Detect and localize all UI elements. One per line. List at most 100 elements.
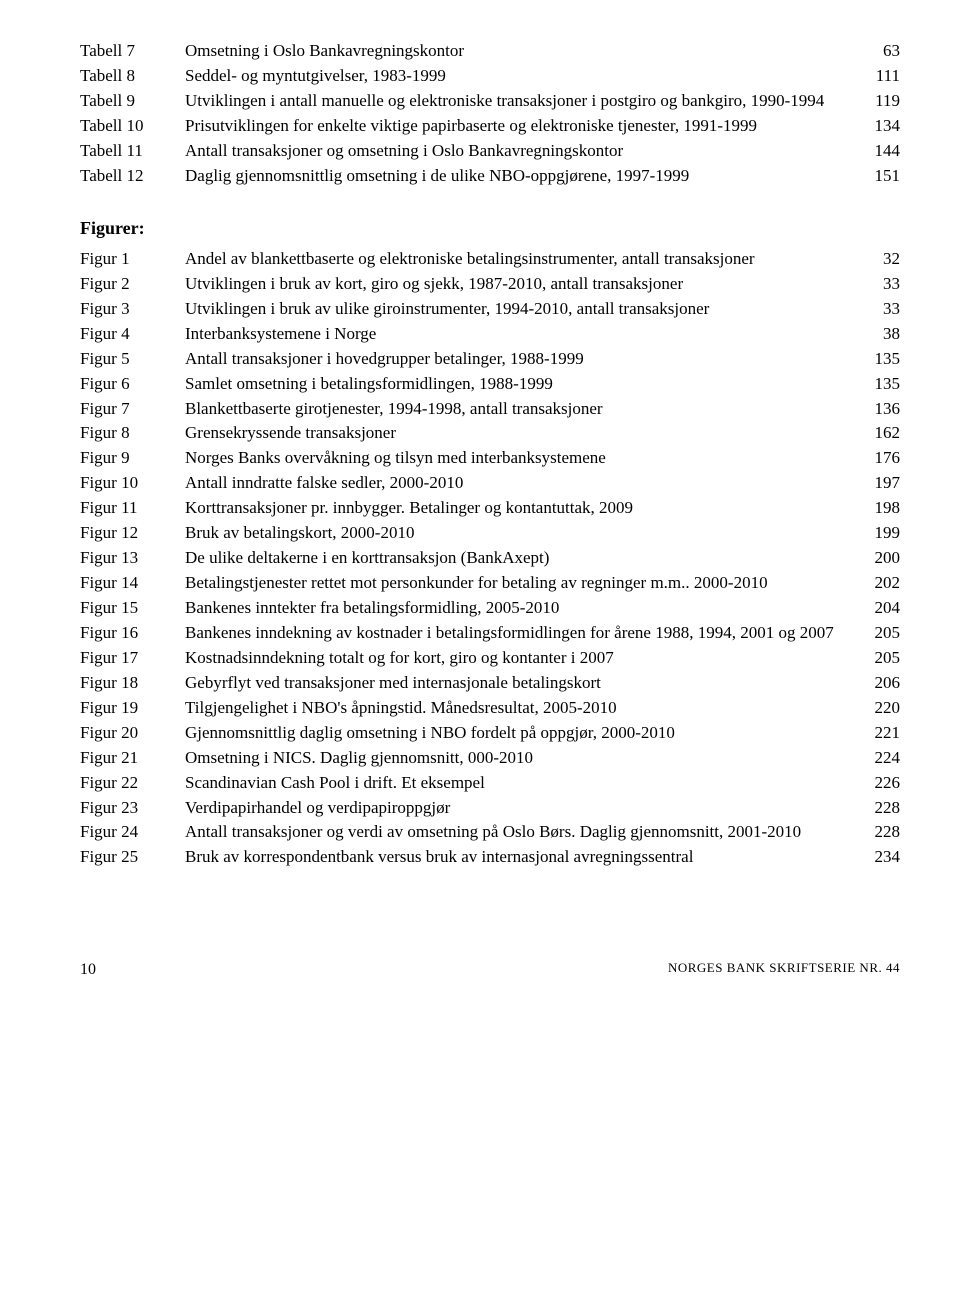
figur-entry: Figur 20Gjennomsnittlig daglig omsetning… xyxy=(80,722,900,745)
figur-page: 228 xyxy=(860,821,900,844)
figur-label: Figur 5 xyxy=(80,348,185,371)
figur-entry: Figur 13De ulike deltakerne i en korttra… xyxy=(80,547,900,570)
figur-page: 200 xyxy=(860,547,900,570)
figur-entry: Figur 16Bankenes inndekning av kostnader… xyxy=(80,622,900,645)
figur-page: 220 xyxy=(860,697,900,720)
figur-label: Figur 22 xyxy=(80,772,185,795)
figur-label: Figur 24 xyxy=(80,821,185,844)
figur-entry: Figur 8Grensekryssende transaksjoner162 xyxy=(80,422,900,445)
figur-page: 197 xyxy=(860,472,900,495)
figur-page: 38 xyxy=(860,323,900,346)
figur-entry: Figur 12Bruk av betalingskort, 2000-2010… xyxy=(80,522,900,545)
figur-entry: Figur 4Interbanksystemene i Norge38 xyxy=(80,323,900,346)
figur-label: Figur 7 xyxy=(80,398,185,421)
figur-page: 162 xyxy=(860,422,900,445)
figur-page: 204 xyxy=(860,597,900,620)
figur-label: Figur 23 xyxy=(80,797,185,820)
tabell-page: 134 xyxy=(860,115,900,138)
figurer-list: Figur 1Andel av blankettbaserte og elekt… xyxy=(80,248,900,869)
tabell-description: Daglig gjennomsnittlig omsetning i de ul… xyxy=(185,165,860,188)
tabell-description: Omsetning i Oslo Bankavregningskontor xyxy=(185,40,860,63)
figur-description: Andel av blankettbaserte og elektroniske… xyxy=(185,248,860,271)
figur-label: Figur 13 xyxy=(80,547,185,570)
figur-label: Figur 2 xyxy=(80,273,185,296)
figurer-heading: Figurer: xyxy=(80,216,900,240)
figur-page: 228 xyxy=(860,797,900,820)
figur-description: Tilgjengelighet i NBO's åpningstid. Måne… xyxy=(185,697,860,720)
figur-page: 234 xyxy=(860,846,900,869)
figur-page: 205 xyxy=(860,647,900,670)
figur-page: 221 xyxy=(860,722,900,745)
figur-description: Antall inndratte falske sedler, 2000-201… xyxy=(185,472,860,495)
figur-entry: Figur 2Utviklingen i bruk av kort, giro … xyxy=(80,273,900,296)
tabell-page: 111 xyxy=(860,65,900,88)
figur-description: Antall transaksjoner og verdi av omsetni… xyxy=(185,821,860,844)
figur-label: Figur 12 xyxy=(80,522,185,545)
tabell-entry: Tabell 12Daglig gjennomsnittlig omsetnin… xyxy=(80,165,900,188)
figur-label: Figur 9 xyxy=(80,447,185,470)
figur-description: Antall transaksjoner i hovedgrupper beta… xyxy=(185,348,860,371)
figur-description: Gebyrflyt ved transaksjoner med internas… xyxy=(185,672,860,695)
figur-description: Verdipapirhandel og verdipapiroppgjør xyxy=(185,797,860,820)
figur-description: Scandinavian Cash Pool i drift. Et eksem… xyxy=(185,772,860,795)
figur-label: Figur 10 xyxy=(80,472,185,495)
figur-label: Figur 20 xyxy=(80,722,185,745)
figur-description: Norges Banks overvåkning og tilsyn med i… xyxy=(185,447,860,470)
page-footer: 10 NORGES BANK SKRIFTSERIE NR. 44 xyxy=(80,959,900,981)
figur-description: De ulike deltakerne i en korttransaksjon… xyxy=(185,547,860,570)
figur-page: 226 xyxy=(860,772,900,795)
figur-entry: Figur 25Bruk av korrespondentbank versus… xyxy=(80,846,900,869)
figur-description: Betalingstjenester rettet mot personkund… xyxy=(185,572,860,595)
figur-page: 199 xyxy=(860,522,900,545)
figur-description: Blankettbaserte girotjenester, 1994-1998… xyxy=(185,398,860,421)
figur-page: 198 xyxy=(860,497,900,520)
tabell-page: 144 xyxy=(860,140,900,163)
figur-label: Figur 16 xyxy=(80,622,185,645)
figur-entry: Figur 10Antall inndratte falske sedler, … xyxy=(80,472,900,495)
figur-entry: Figur 11Korttransaksjoner pr. innbygger.… xyxy=(80,497,900,520)
figur-entry: Figur 3Utviklingen i bruk av ulike giroi… xyxy=(80,298,900,321)
tabell-description: Prisutviklingen for enkelte viktige papi… xyxy=(185,115,860,138)
tabell-label: Tabell 9 xyxy=(80,90,185,113)
tabeller-list: Tabell 7Omsetning i Oslo Bankavregningsk… xyxy=(80,40,900,188)
figur-entry: Figur 18Gebyrflyt ved transaksjoner med … xyxy=(80,672,900,695)
tabell-page: 63 xyxy=(860,40,900,63)
figur-page: 202 xyxy=(860,572,900,595)
figur-label: Figur 11 xyxy=(80,497,185,520)
figur-entry: Figur 17Kostnadsinndekning totalt og for… xyxy=(80,647,900,670)
tabell-entry: Tabell 9Utviklingen i antall manuelle og… xyxy=(80,90,900,113)
figur-label: Figur 3 xyxy=(80,298,185,321)
figur-page: 176 xyxy=(860,447,900,470)
tabell-label: Tabell 7 xyxy=(80,40,185,63)
tabell-entry: Tabell 10Prisutviklingen for enkelte vik… xyxy=(80,115,900,138)
figur-label: Figur 18 xyxy=(80,672,185,695)
figur-label: Figur 21 xyxy=(80,747,185,770)
figur-page: 205 xyxy=(860,622,900,645)
figur-label: Figur 25 xyxy=(80,846,185,869)
tabell-page: 151 xyxy=(860,165,900,188)
figur-entry: Figur 21Omsetning i NICS. Daglig gjennom… xyxy=(80,747,900,770)
figur-page: 135 xyxy=(860,348,900,371)
figur-page: 33 xyxy=(860,298,900,321)
figur-page: 135 xyxy=(860,373,900,396)
figur-description: Interbanksystemene i Norge xyxy=(185,323,860,346)
figur-page: 32 xyxy=(860,248,900,271)
tabell-description: Utviklingen i antall manuelle og elektro… xyxy=(185,90,860,113)
tabell-label: Tabell 11 xyxy=(80,140,185,163)
page-number: 10 xyxy=(80,959,96,981)
figur-label: Figur 17 xyxy=(80,647,185,670)
figur-entry: Figur 24Antall transaksjoner og verdi av… xyxy=(80,821,900,844)
figur-entry: Figur 6Samlet omsetning i betalingsformi… xyxy=(80,373,900,396)
figur-description: Bruk av korrespondentbank versus bruk av… xyxy=(185,846,860,869)
figur-entry: Figur 23Verdipapirhandel og verdipapirop… xyxy=(80,797,900,820)
tabell-entry: Tabell 7Omsetning i Oslo Bankavregningsk… xyxy=(80,40,900,63)
figur-page: 136 xyxy=(860,398,900,421)
figur-entry: Figur 5Antall transaksjoner i hovedgrupp… xyxy=(80,348,900,371)
figur-entry: Figur 15Bankenes inntekter fra betalings… xyxy=(80,597,900,620)
figur-page: 224 xyxy=(860,747,900,770)
figur-label: Figur 1 xyxy=(80,248,185,271)
figur-label: Figur 4 xyxy=(80,323,185,346)
figur-description: Utviklingen i bruk av kort, giro og sjek… xyxy=(185,273,860,296)
figur-description: Korttransaksjoner pr. innbygger. Betalin… xyxy=(185,497,860,520)
figur-entry: Figur 1Andel av blankettbaserte og elekt… xyxy=(80,248,900,271)
